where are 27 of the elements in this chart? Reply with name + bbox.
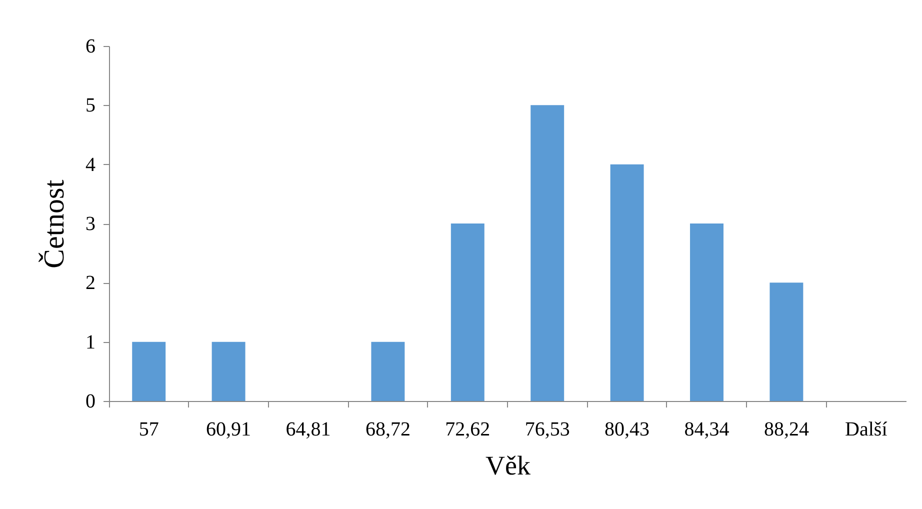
y-tick-label: 5 (86, 94, 96, 117)
bar (450, 224, 484, 401)
x-tick-label: 57 (138, 418, 159, 440)
x-tick-label: Další (845, 418, 888, 440)
x-tick-label: 88,24 (764, 418, 809, 440)
x-tick-label: 68,72 (365, 418, 410, 440)
y-tick-label: 4 (86, 154, 96, 176)
y-axis-title: Četnost (38, 180, 70, 268)
bar (690, 224, 724, 401)
x-tick-label: 72,62 (445, 418, 490, 440)
bar (530, 105, 564, 401)
x-tick-label: 80,43 (604, 418, 650, 440)
bar (132, 342, 166, 401)
x-tick-label: 64,81 (286, 418, 331, 440)
bar (371, 342, 405, 401)
x-tick-label: 84,34 (684, 418, 730, 440)
y-tick-label: 6 (86, 36, 96, 58)
y-tick-label: 2 (86, 272, 96, 294)
x-axis-title: Věk (486, 450, 531, 480)
y-tick-label: 1 (86, 331, 96, 354)
bar (610, 164, 644, 401)
bar (770, 282, 804, 401)
y-tick-label: 3 (86, 213, 96, 235)
x-tick-label: 76,53 (524, 418, 570, 440)
x-tick-label: 60,91 (206, 418, 252, 440)
bar (212, 342, 246, 401)
y-tick-label: 0 (86, 390, 96, 412)
